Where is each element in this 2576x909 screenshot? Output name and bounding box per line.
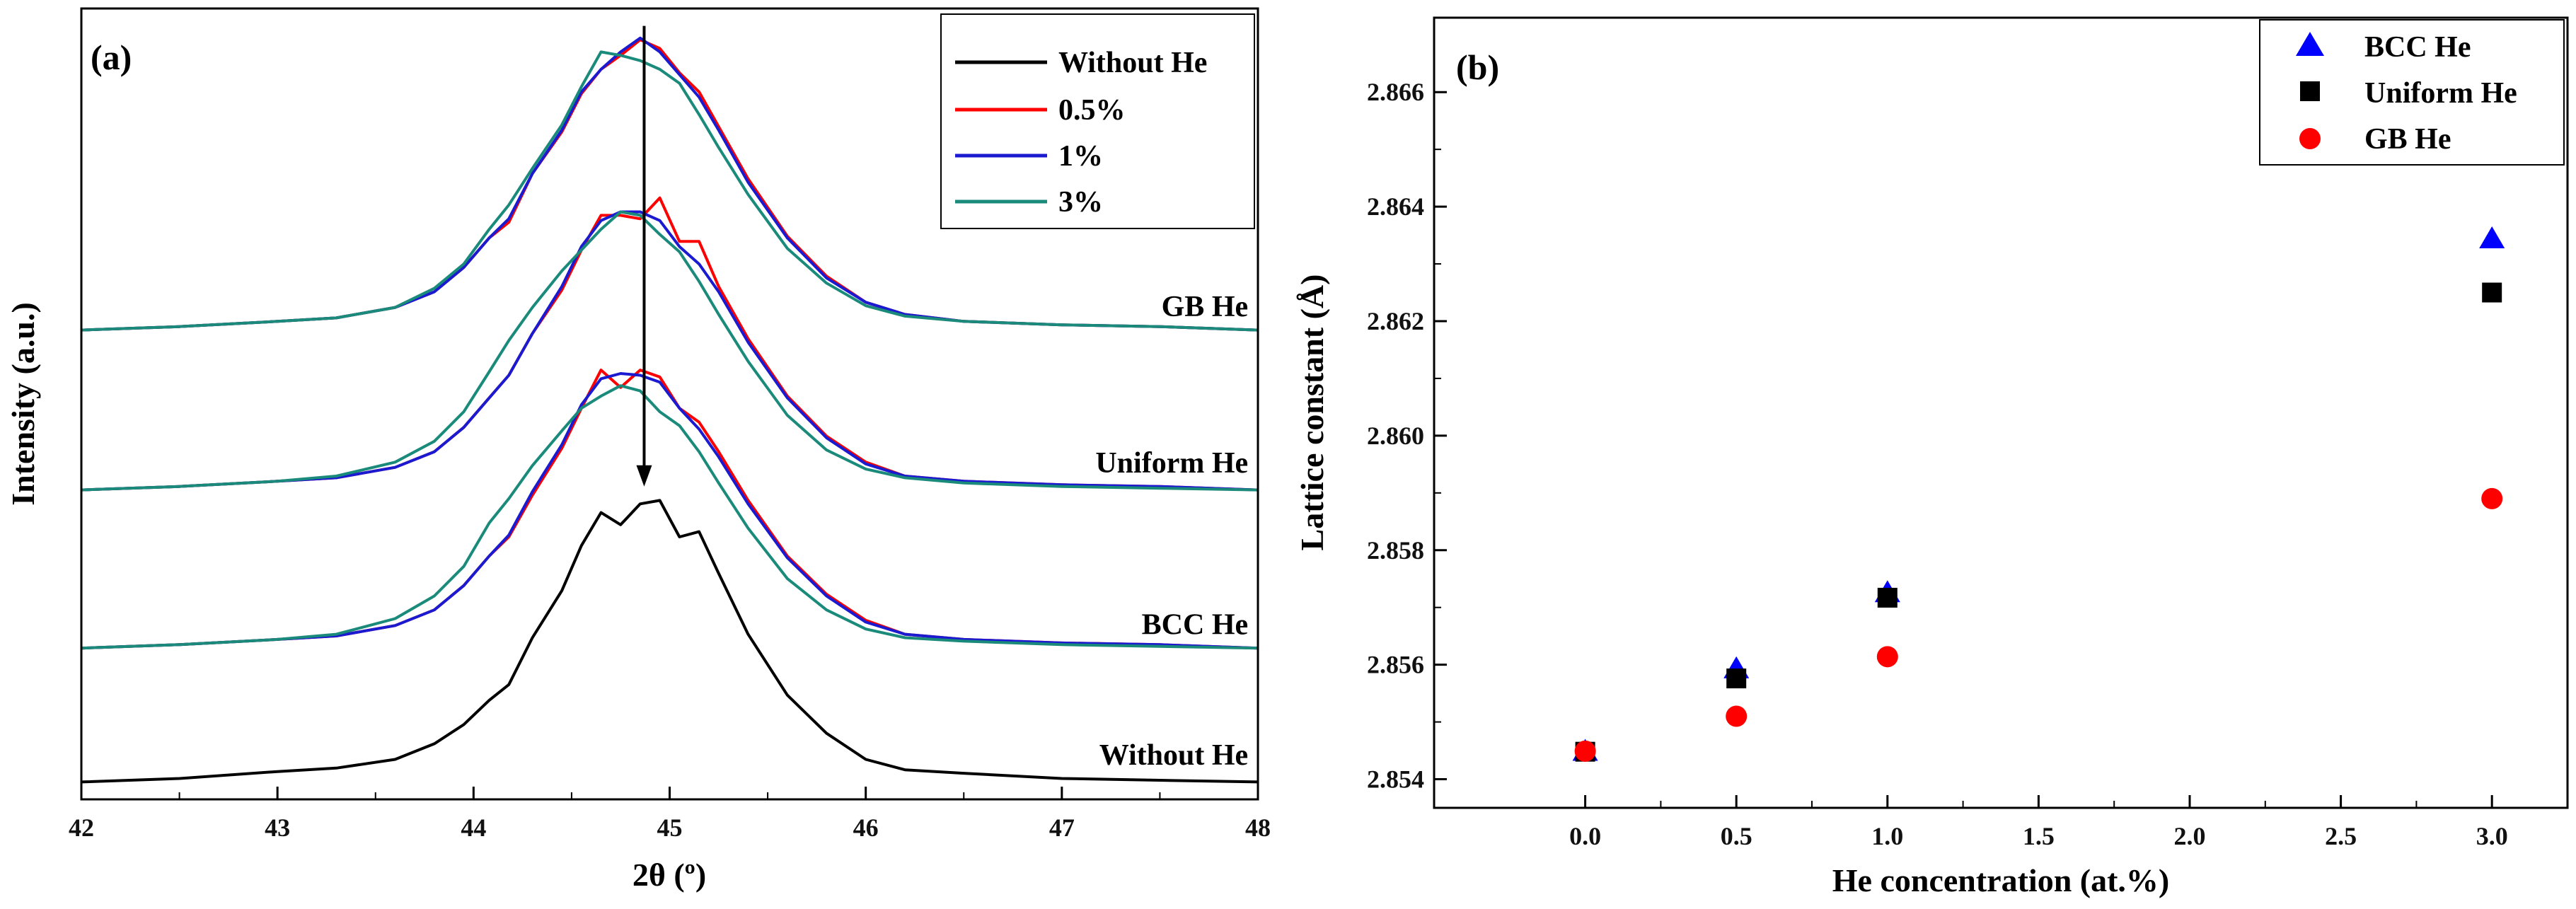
panel-b-y-tick-label-2.866: 2.866 — [1367, 78, 1424, 106]
panel-b-x-tick-label-1.5: 1.5 — [2023, 822, 2055, 850]
panel-b-y-tick-label-2.854: 2.854 — [1367, 765, 1424, 794]
point-uniform-he-0-5 — [1726, 668, 1747, 689]
panel-b-y-tick-label-2.862: 2.862 — [1367, 307, 1424, 335]
group-label-uniform-he: Uniform He — [1095, 447, 1248, 480]
legend-marker-uniform-he — [2300, 81, 2320, 101]
legend-label-bcc-he: BCC He — [2364, 31, 2471, 64]
curve-uniform-he-1 — [81, 210, 1259, 492]
panel-a-x-tick-label-44: 44 — [461, 814, 486, 842]
legend-label-gb-he: GB He — [2364, 123, 2451, 156]
panel-b-lattice-chart: 0.0 0.5 1.0 1.5 2.0 2.5 3.0 2.854 2.856 2.858 2.86… — [1294, 16, 2569, 898]
panel-b-ticks: 0.0 0.5 1.0 1.5 2.0 2.5 3.0 2.854 2.856 2.858 2.86… — [1367, 78, 2508, 850]
panel-a-x-tick-label-42: 42 — [69, 814, 94, 842]
curve-gb-he-1 — [81, 36, 1259, 332]
point-uniform-he-1 — [1877, 587, 1898, 608]
group-labels: GB He Uniform He BCC He Without He — [1095, 291, 1248, 772]
legend-label-1-percent: 1% — [1058, 140, 1103, 173]
panel-b-x-tick-label-1.0: 1.0 — [1871, 822, 1903, 850]
legend-marker-bcc-he — [2296, 32, 2324, 56]
panel-b-y-tick-label-2.858: 2.858 — [1367, 536, 1424, 564]
point-uniform-he-3 — [2482, 282, 2502, 303]
panel-a-x-tick-label-47: 47 — [1049, 814, 1075, 842]
panel-a-x-tick-label-48: 48 — [1245, 814, 1271, 842]
arrow-head — [636, 465, 652, 487]
point-gb-he-0 — [1574, 740, 1596, 762]
panel-b-legend: BCC He Uniform He GB He — [2259, 19, 2565, 166]
panel-b-x-tick-label-2.0: 2.0 — [2174, 822, 2206, 850]
legend-marker-gb-he — [2299, 128, 2321, 149]
panel-a-x-ticks: 42 43 44 45 46 47 48 — [69, 787, 1271, 842]
curve-gb-he-3 — [81, 50, 1259, 332]
group-label-gb-he: GB He — [1162, 291, 1249, 323]
panel-b-x-tick-label-0.5: 0.5 — [1721, 822, 1752, 850]
panel-b-frame — [1433, 16, 2569, 809]
point-gb-he-1 — [1876, 646, 1898, 668]
panel-a-label: (a) — [91, 37, 132, 77]
panel-a-y-axis-title: Intensity (a.u.) — [5, 302, 41, 506]
point-gb-he-3 — [2481, 487, 2503, 509]
panel-b-y-tick-label-2.860: 2.860 — [1367, 422, 1424, 450]
panel-a-x-tick-label-46: 46 — [853, 814, 879, 842]
panel-a-x-axis-title: 2θ (º) — [633, 857, 706, 893]
panel-b-y-tick-label-2.856: 2.856 — [1367, 651, 1424, 679]
panel-b-x-axis-title: He concentration (at.%) — [1832, 862, 2170, 898]
legend-label-3-percent: 3% — [1058, 186, 1103, 219]
xrd-curves — [81, 36, 1259, 784]
curve-uniform-he-3 — [81, 210, 1259, 492]
peak-shift-arrow — [636, 25, 652, 487]
panel-a-xrd-chart: 42 43 44 45 46 47 48 (a) 2θ (º) Intensity (a.u… — [5, 7, 1271, 893]
point-bcc-he-3 — [2479, 226, 2505, 249]
panel-a-legend-box — [940, 13, 1255, 229]
panel-b-points — [1572, 226, 2505, 762]
legend-label-0-5-percent: 0.5% — [1058, 94, 1126, 127]
legend-label-without-he: Without He — [1058, 47, 1207, 79]
panel-b-label: (b) — [1456, 47, 1499, 87]
panel-b-y-tick-label-2.864: 2.864 — [1367, 192, 1424, 221]
panel-a-x-tick-label-43: 43 — [265, 814, 290, 842]
curve-without-he-without-he — [81, 499, 1259, 784]
point-gb-he-0-5 — [1726, 705, 1748, 727]
panel-a-x-tick-label-45: 45 — [657, 814, 683, 842]
panel-b-x-tick-label-0.0: 0.0 — [1569, 822, 1601, 850]
panel-b-x-tick-label-3.0: 3.0 — [2476, 822, 2508, 850]
curve-bcc-he-3 — [81, 384, 1259, 650]
curve-bcc-he-1 — [81, 372, 1259, 650]
group-label-bcc-he: BCC He — [1142, 609, 1249, 642]
legend-label-uniform-he: Uniform He — [2364, 77, 2517, 110]
panel-a-legend: Without He 0.5% 1% 3% — [940, 13, 1255, 229]
panel-b-x-tick-label-2.5: 2.5 — [2325, 822, 2357, 850]
panel-b-y-axis-title: Lattice constant (Å) — [1294, 274, 1330, 551]
group-label-without-he: Without He — [1099, 739, 1248, 772]
